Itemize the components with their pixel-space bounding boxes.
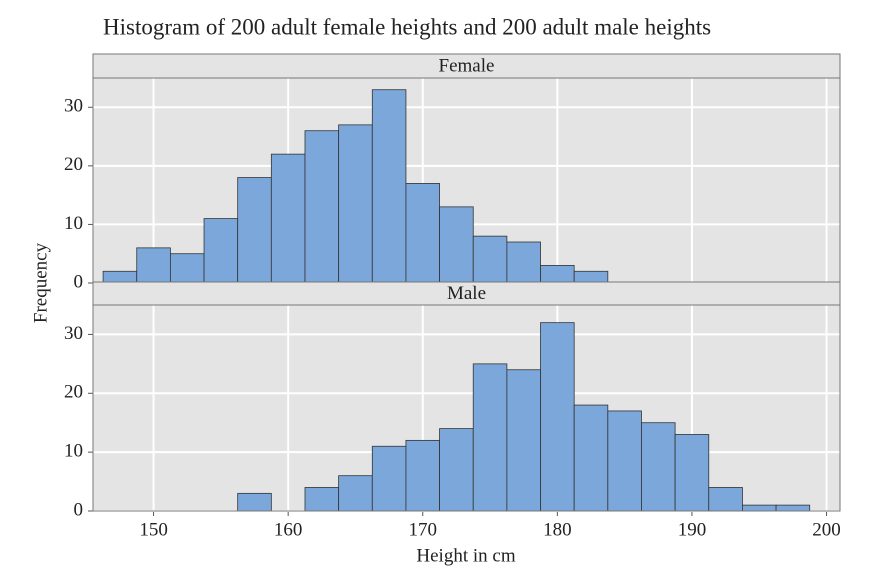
bar [338, 124, 373, 284]
bar [237, 492, 272, 512]
y-tick-label: 0 [74, 271, 84, 292]
chart-title: Histogram of 200 adult female heights an… [103, 14, 711, 39]
bar [439, 206, 474, 284]
bar [506, 369, 541, 512]
bar [540, 322, 575, 512]
bar [573, 404, 609, 512]
x-tick-label: 190 [678, 519, 707, 540]
bar [371, 445, 407, 512]
bar [506, 241, 541, 284]
y-tick-label: 30 [64, 323, 83, 344]
x-tick-label: 200 [812, 519, 841, 540]
bar [371, 89, 407, 284]
x-axis-label: Height in cm [416, 545, 515, 566]
y-tick-label: 10 [64, 213, 83, 234]
y-tick-label: 20 [64, 154, 83, 175]
bar [102, 270, 138, 284]
bar [270, 153, 306, 284]
bar [169, 253, 205, 284]
bar [237, 177, 272, 284]
x-tick-label: 180 [543, 519, 572, 540]
bar [607, 410, 642, 512]
bar [439, 428, 474, 512]
bar [742, 504, 777, 512]
bar [641, 422, 676, 512]
panel-title: Male [447, 283, 486, 304]
plot-frame [92, 304, 841, 512]
x-tick-label: 160 [274, 519, 303, 540]
bar [472, 235, 508, 284]
y-tick-label: 20 [64, 382, 83, 403]
x-tick-label: 150 [139, 519, 168, 540]
bar [304, 487, 340, 512]
bar [338, 475, 373, 512]
bar [573, 270, 609, 284]
bar [708, 487, 743, 512]
bar [405, 439, 440, 512]
bar [674, 434, 710, 512]
y-tick-label: 30 [64, 96, 83, 117]
panel-title: Female [439, 55, 495, 76]
bar [775, 504, 811, 512]
y-tick-label: 10 [64, 441, 83, 462]
x-tick-label: 170 [409, 519, 438, 540]
bar [472, 363, 508, 512]
bar [405, 183, 440, 284]
bar [203, 218, 239, 284]
bar [304, 130, 340, 284]
bar [540, 265, 575, 284]
y-tick-label: 0 [74, 499, 84, 520]
y-axis-label: Frequency [30, 242, 51, 323]
strip-background [92, 53, 841, 79]
bar [136, 247, 171, 284]
